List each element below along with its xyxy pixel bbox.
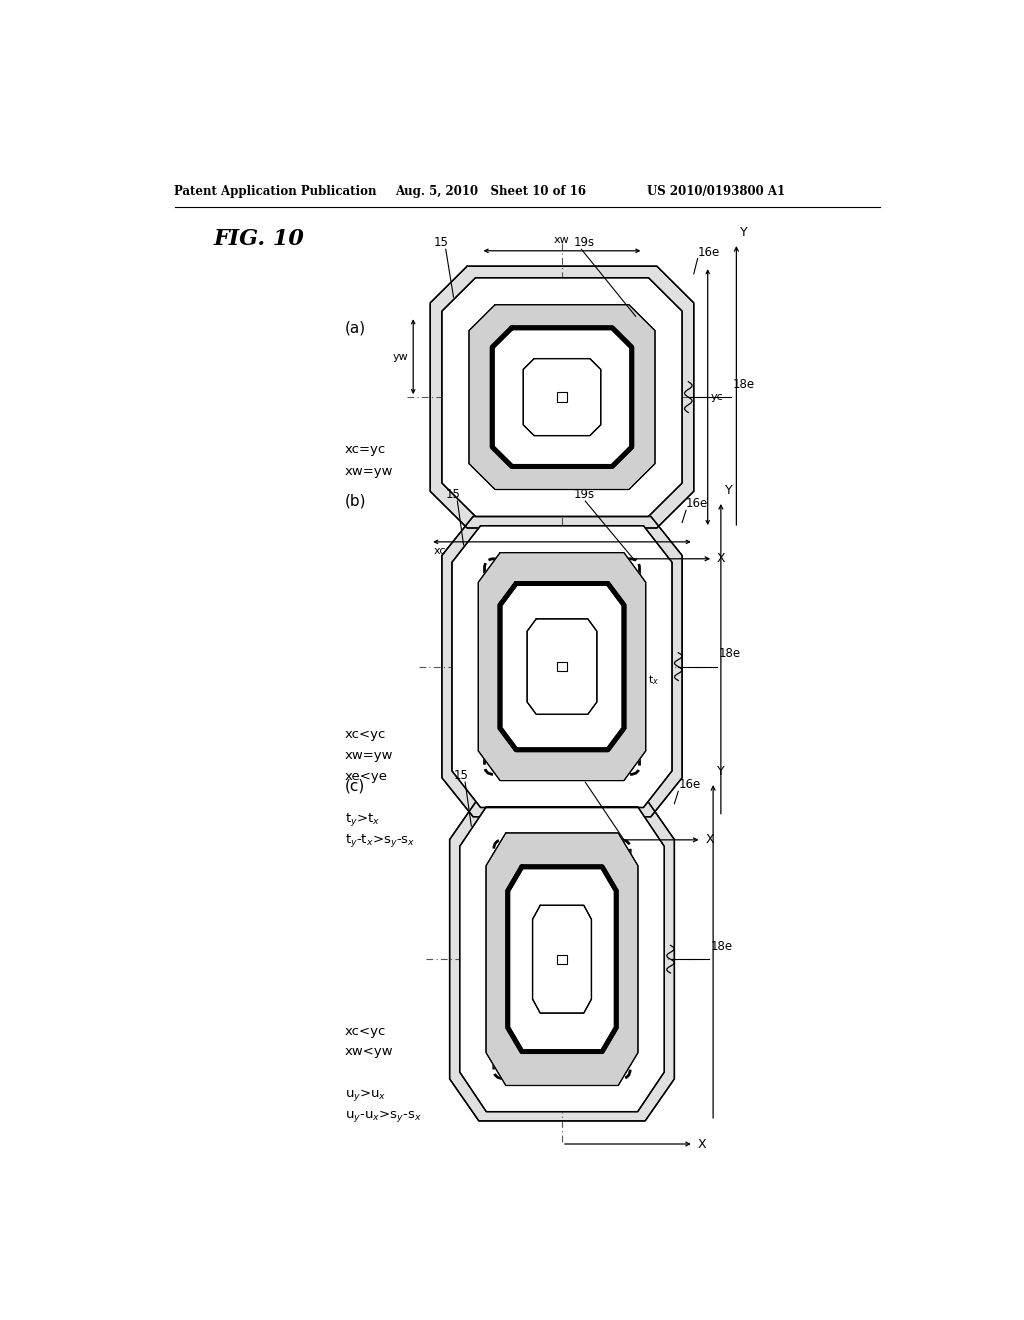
- Text: yw: yw: [393, 351, 409, 362]
- Polygon shape: [532, 906, 592, 1014]
- Text: 16e: 16e: [678, 779, 700, 792]
- Text: Patent Application Publication: Patent Application Publication: [174, 185, 377, 198]
- Polygon shape: [523, 359, 601, 436]
- Text: Aug. 5, 2010   Sheet 10 of 16: Aug. 5, 2010 Sheet 10 of 16: [395, 185, 587, 198]
- Polygon shape: [460, 807, 665, 1111]
- Polygon shape: [527, 619, 597, 714]
- Polygon shape: [500, 583, 624, 750]
- Polygon shape: [493, 327, 632, 466]
- Bar: [557, 954, 566, 964]
- Text: 19s: 19s: [573, 770, 595, 781]
- Polygon shape: [478, 553, 646, 780]
- Text: 16e: 16e: [686, 498, 709, 511]
- Text: FIG. 10: FIG. 10: [213, 227, 304, 249]
- Polygon shape: [469, 305, 655, 490]
- Text: t$_y$: t$_y$: [565, 756, 577, 774]
- Text: 15: 15: [445, 488, 461, 502]
- Text: u$_y$-u$_x$>s$_y$-s$_x$: u$_y$-u$_x$>s$_y$-s$_x$: [345, 1107, 422, 1123]
- Text: Y: Y: [725, 484, 732, 498]
- Text: (c): (c): [345, 779, 366, 793]
- Text: t$_y$-t$_x$>s$_y$-s$_x$: t$_y$-t$_x$>s$_y$-s$_x$: [345, 832, 416, 849]
- Text: xc<yc: xc<yc: [345, 729, 386, 742]
- Text: xc=yc: xc=yc: [345, 444, 386, 457]
- Text: (b): (b): [345, 494, 367, 508]
- Text: t$_y$>t$_x$: t$_y$>t$_x$: [345, 812, 380, 829]
- Text: s$_y$: s$_y$: [565, 1061, 578, 1076]
- Text: xe<ye: xe<ye: [345, 770, 388, 783]
- Text: yc: yc: [711, 392, 724, 403]
- Text: 18e: 18e: [719, 647, 740, 660]
- Polygon shape: [442, 516, 682, 817]
- Text: 15: 15: [434, 236, 449, 249]
- Text: US 2010/0193800 A1: US 2010/0193800 A1: [647, 185, 785, 198]
- Polygon shape: [486, 833, 638, 1085]
- Text: xw=yw: xw=yw: [345, 748, 393, 762]
- Text: 16e: 16e: [697, 246, 720, 259]
- Polygon shape: [430, 267, 693, 528]
- Polygon shape: [452, 525, 672, 808]
- Text: 18e: 18e: [732, 378, 755, 391]
- Bar: [557, 392, 566, 401]
- Text: s$_y$: s$_y$: [565, 725, 578, 739]
- Text: u$_y$: u$_y$: [565, 1026, 579, 1040]
- Text: xw=yw: xw=yw: [345, 465, 393, 478]
- Text: (a): (a): [345, 321, 367, 335]
- Text: s$_x$: s$_x$: [621, 941, 634, 953]
- Text: 15: 15: [454, 770, 468, 781]
- Polygon shape: [508, 867, 616, 1052]
- Polygon shape: [450, 797, 675, 1121]
- Text: xc: xc: [434, 545, 446, 556]
- Text: t$_x$: t$_x$: [648, 673, 659, 688]
- Text: u$_x$: u$_x$: [593, 933, 607, 945]
- Polygon shape: [442, 277, 682, 516]
- Text: 18e: 18e: [711, 940, 733, 953]
- Text: s$_x$: s$_x$: [627, 648, 639, 660]
- Text: 19s: 19s: [573, 236, 595, 249]
- Bar: [557, 663, 566, 671]
- Text: Y: Y: [740, 226, 748, 239]
- Text: Y: Y: [717, 766, 725, 779]
- Text: X: X: [717, 552, 726, 565]
- Text: u$_y$>u$_x$: u$_y$>u$_x$: [345, 1088, 386, 1104]
- Text: xc<yc: xc<yc: [345, 1024, 386, 1038]
- Text: xw: xw: [554, 235, 570, 244]
- Text: xw<yw: xw<yw: [345, 1045, 393, 1059]
- Text: X: X: [706, 833, 714, 846]
- Text: 19s: 19s: [573, 488, 595, 502]
- Text: X: X: [697, 1138, 707, 1151]
